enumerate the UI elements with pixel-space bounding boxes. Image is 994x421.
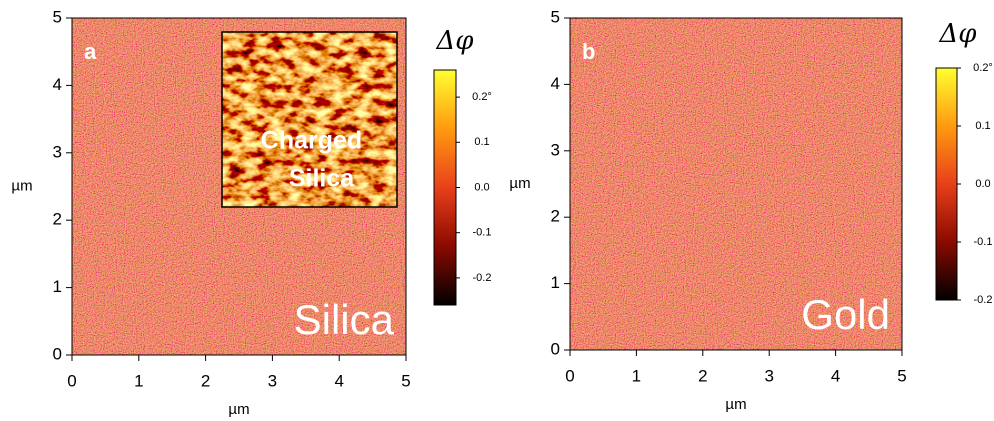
x-tick-label: 3 <box>268 371 277 390</box>
panel-label: b <box>582 39 595 64</box>
colorbar <box>935 67 958 301</box>
colorbar-title: Δφ <box>436 26 475 56</box>
y-tick-label: 3 <box>53 142 62 161</box>
colorbar-tick-label: 0.2° <box>973 62 993 74</box>
inset-label: Silica <box>289 165 355 193</box>
colorbar <box>433 69 457 306</box>
y-tick-label: 4 <box>53 75 62 94</box>
y-tick-label: 1 <box>53 277 62 296</box>
x-tick-label: 1 <box>134 371 143 390</box>
colorbar-title: Δφ <box>939 19 978 49</box>
colorbar-tick-label: -0.2 <box>974 294 993 306</box>
y-tick-label: 5 <box>53 7 62 26</box>
phase-image <box>570 18 902 350</box>
colorbar-tick-label: 0.1 <box>474 136 489 148</box>
x-tick-label: 4 <box>831 366 840 385</box>
y-axis-label: µm <box>509 175 530 192</box>
x-tick-label: 2 <box>698 366 707 385</box>
y-tick-label: 1 <box>551 273 560 292</box>
panel-label: a <box>84 39 97 64</box>
inset-frame <box>221 31 398 208</box>
inset-image <box>222 32 397 207</box>
overlay-label: Silica <box>294 296 395 343</box>
colorbar-tick-label: -0.1 <box>473 227 492 239</box>
x-axis-label: µm <box>228 401 249 418</box>
x-tick-label: 3 <box>764 366 773 385</box>
x-tick-label: 4 <box>334 371 343 390</box>
y-tick-label: 5 <box>551 7 560 26</box>
inset-label: Charged <box>261 127 362 155</box>
colorbar-tick-label: -0.1 <box>974 236 993 248</box>
plot-frame <box>71 17 407 356</box>
overlay-label: Gold <box>801 291 890 338</box>
y-tick-label: 0 <box>53 344 62 363</box>
y-tick-label: 4 <box>551 74 560 93</box>
y-axis-label: µm <box>11 177 32 194</box>
plot-frame <box>569 17 903 351</box>
y-tick-label: 0 <box>551 339 560 358</box>
x-tick-label: 1 <box>632 366 641 385</box>
y-tick-label: 2 <box>53 210 62 229</box>
colorbar-tick-label: 0.0 <box>975 178 990 190</box>
colorbar-tick-label: 0.1 <box>975 120 990 132</box>
x-axis-label: µm <box>725 396 746 413</box>
x-tick-label: 2 <box>201 371 210 390</box>
colorbar-tick-label: 0.0 <box>474 181 489 193</box>
y-tick-label: 3 <box>551 140 560 159</box>
x-tick-label: 5 <box>897 366 906 385</box>
x-tick-label: 5 <box>401 371 410 390</box>
colorbar-tick-label: 0.2° <box>472 91 492 103</box>
y-tick-label: 2 <box>551 207 560 226</box>
x-tick-label: 0 <box>565 366 574 385</box>
colorbar-tick-label: -0.2 <box>473 272 492 284</box>
x-tick-label: 0 <box>67 371 76 390</box>
